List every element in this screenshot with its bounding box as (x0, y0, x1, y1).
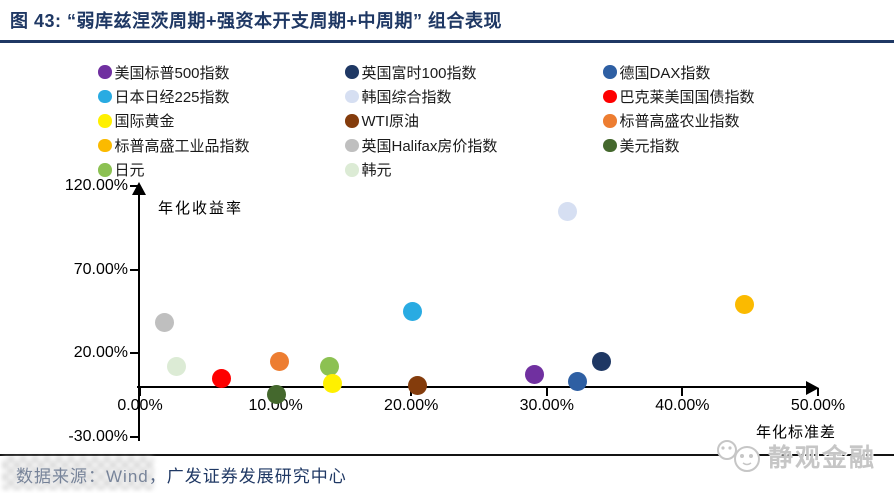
legend-label: 日本日经225指数 (114, 89, 230, 107)
legend-column-1: 美国标普500指数 日本日经225指数 国际黄金标普高盛工业品指数 日元 (98, 60, 250, 182)
legend-label: 美元指数 (619, 137, 680, 155)
data-point (320, 356, 340, 376)
panda-bubble-logo-icon (717, 440, 760, 472)
y-tick-mark (130, 352, 139, 354)
legend-item: 日元 (98, 158, 250, 182)
x-tick-mark (681, 388, 684, 396)
data-point (323, 373, 343, 393)
legend-label: 日元 (114, 162, 145, 180)
y-tick-label: 120.00% (64, 177, 128, 194)
data-point (267, 385, 287, 405)
y-tick-label: 70.00% (73, 260, 128, 278)
legend-swatch-icon (345, 163, 359, 177)
legend-item: 德国DAX指数 (603, 60, 755, 84)
data-point (154, 313, 174, 333)
legend-item: WTI原油 (345, 109, 497, 133)
data-point (591, 351, 611, 371)
legend-item: 美国标普500指数 (98, 60, 250, 84)
legend-swatch-icon (98, 65, 112, 79)
x-tick-label: 40.00% (655, 397, 710, 414)
legend-item: 英国Halifax房价指数 (345, 133, 497, 157)
legend-item: 韩元 (345, 158, 497, 182)
brand-watermark: 静观金融 (714, 438, 876, 474)
x-tick-label: 20.00% (384, 397, 439, 414)
legend-label: 韩元 (361, 162, 392, 180)
y-tick-label: 20.00% (73, 344, 128, 361)
legend-label: 韩国综合指数 (361, 89, 452, 107)
legend-swatch-icon (345, 114, 359, 128)
y-axis-title: 年化收益率 (158, 200, 244, 217)
legend-item: 标普高盛农业指数 (603, 109, 755, 133)
legend-item: 标普高盛工业品指数 (98, 133, 250, 157)
y-tick-label: -30.00% (68, 427, 128, 445)
legend-item: 英国富时100指数 (345, 60, 497, 84)
legend-swatch-icon (345, 138, 359, 153)
watermark-text: 静观金融 (768, 444, 877, 472)
x-tick-label: 0.00% (117, 397, 163, 414)
x-axis-title: 年化标准差 (756, 424, 837, 441)
data-point (270, 351, 290, 371)
legend-swatch-icon (603, 89, 617, 104)
legend-item: 国际黄金 (98, 109, 250, 133)
legend-label: 巴克莱美国国债指数 (619, 89, 755, 107)
data-point (568, 371, 588, 391)
footer-divider (0, 454, 894, 456)
data-point (211, 368, 231, 388)
legend-label: 美国标普500指数 (114, 64, 230, 82)
legend-column-3: 德国DAX指数巴克莱美国国债指数 标普高盛农业指数 美元指数 (603, 60, 755, 158)
legend-swatch-icon (603, 65, 617, 79)
blurred-watermark (2, 456, 154, 490)
legend-swatch-icon (603, 138, 617, 153)
figure-title: 图 43: “弱库兹涅茨周期+强资本开支周期+中周期” 组合表现 (10, 11, 503, 31)
y-tick-mark (130, 268, 139, 271)
x-tick-label: 10.00% (248, 397, 303, 414)
x-axis-arrow-icon (806, 380, 819, 395)
title-divider (0, 40, 894, 43)
legend-item: 美元指数 (603, 133, 755, 157)
legend-label: 标普高盛工业品指数 (114, 137, 250, 155)
data-point (525, 365, 545, 385)
legend-item: 巴克莱美国国债指数 (603, 84, 755, 108)
data-point (735, 295, 755, 315)
legend-swatch-icon (98, 163, 112, 177)
legend-column-2: 英国富时100指数 韩国综合指数 WTI原油英国Halifax房价指数 韩元 (345, 60, 497, 182)
legend-label: 英国富时100指数 (361, 64, 477, 82)
x-axis (137, 386, 807, 388)
y-tick-mark (130, 435, 139, 438)
x-tick-mark (545, 388, 548, 396)
x-tick-label: 30.00% (519, 397, 574, 414)
y-tick-mark (130, 185, 139, 187)
legend-swatch-icon (98, 114, 112, 128)
legend-swatch-icon (98, 89, 112, 104)
legend-label: WTI原油 (361, 113, 420, 131)
data-point (167, 356, 187, 376)
data-point (557, 201, 577, 221)
data-point (408, 376, 428, 396)
legend-swatch-icon (345, 65, 359, 79)
legend-label: 德国DAX指数 (619, 64, 711, 82)
y-axis-arrow-icon (132, 182, 146, 195)
legend-label: 国际黄金 (114, 113, 175, 131)
x-tick-mark (139, 388, 141, 396)
legend-swatch-icon (98, 138, 112, 153)
data-point (403, 301, 423, 321)
legend-swatch-icon (603, 114, 617, 128)
legend-item: 日本日经225指数 (98, 84, 250, 108)
y-axis (138, 192, 140, 441)
legend-label: 标普高盛农业指数 (619, 113, 740, 131)
legend-item: 韩国综合指数 (345, 84, 497, 108)
x-tick-label: 50.00% (790, 397, 846, 414)
x-tick-mark (817, 388, 819, 396)
legend-label: 英国Halifax房价指数 (361, 137, 498, 155)
chart-legend: 美国标普500指数 日本日经225指数 国际黄金标普高盛工业品指数 日元 英国富时10… (0, 60, 894, 182)
legend-swatch-icon (345, 89, 359, 104)
